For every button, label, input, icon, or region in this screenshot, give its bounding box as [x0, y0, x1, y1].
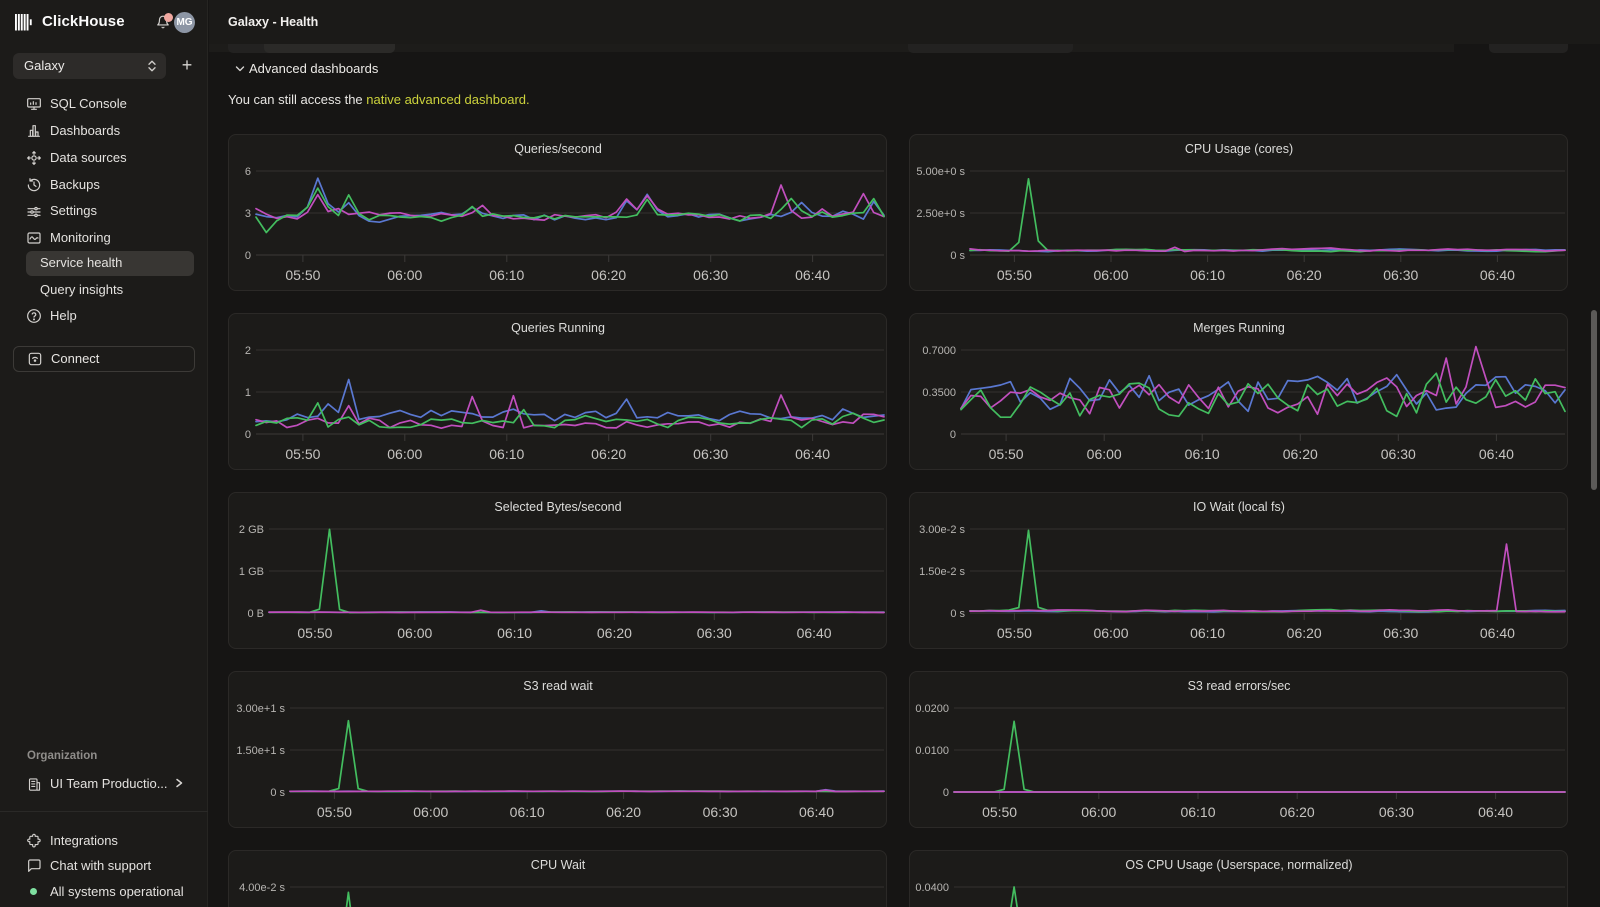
- svg-text:OS CPU Usage (Userspace, norma: OS CPU Usage (Userspace, normalized): [1125, 858, 1352, 872]
- svg-text:06:40: 06:40: [1478, 804, 1513, 820]
- svg-text:2.50e+0 s: 2.50e+0 s: [916, 208, 965, 220]
- svg-text:05:50: 05:50: [317, 804, 352, 820]
- svg-text:06:30: 06:30: [1383, 267, 1418, 283]
- svg-text:06:30: 06:30: [697, 625, 732, 641]
- svg-text:06:20: 06:20: [606, 804, 641, 820]
- svg-text:Queries/second: Queries/second: [514, 142, 602, 156]
- svg-text:06:20: 06:20: [591, 267, 626, 283]
- svg-text:1 GB: 1 GB: [239, 566, 264, 578]
- svg-text:06:00: 06:00: [1087, 446, 1122, 462]
- svg-text:06:10: 06:10: [1190, 625, 1225, 641]
- svg-text:06:10: 06:10: [1185, 446, 1220, 462]
- svg-text:05:50: 05:50: [989, 446, 1024, 462]
- svg-text:2: 2: [245, 345, 251, 357]
- svg-text:06:20: 06:20: [591, 446, 626, 462]
- svg-text:0 B: 0 B: [247, 608, 264, 620]
- svg-text:06:10: 06:10: [1190, 267, 1225, 283]
- svg-text:06:20: 06:20: [597, 625, 632, 641]
- svg-text:06:40: 06:40: [795, 446, 830, 462]
- svg-text:4.00e-2 s: 4.00e-2 s: [239, 882, 285, 894]
- svg-text:2 GB: 2 GB: [239, 524, 264, 536]
- svg-text:0.0100: 0.0100: [915, 745, 949, 757]
- svg-text:06:10: 06:10: [1180, 804, 1215, 820]
- svg-text:0: 0: [245, 250, 251, 262]
- svg-text:1.50e-2 s: 1.50e-2 s: [919, 566, 965, 578]
- svg-text:06:40: 06:40: [1480, 625, 1515, 641]
- svg-text:06:20: 06:20: [1280, 804, 1315, 820]
- svg-text:0.0200: 0.0200: [915, 703, 949, 715]
- svg-text:0.0400: 0.0400: [915, 882, 949, 894]
- svg-text:06:10: 06:10: [489, 446, 524, 462]
- svg-text:06:00: 06:00: [1093, 267, 1128, 283]
- svg-text:06:10: 06:10: [510, 804, 545, 820]
- svg-text:06:10: 06:10: [489, 267, 524, 283]
- svg-text:0: 0: [245, 429, 251, 441]
- svg-text:05:50: 05:50: [982, 804, 1017, 820]
- svg-text:5.00e+0 s: 5.00e+0 s: [916, 166, 965, 178]
- svg-text:06:20: 06:20: [1287, 267, 1322, 283]
- svg-text:06:40: 06:40: [795, 267, 830, 283]
- svg-text:06:20: 06:20: [1287, 625, 1322, 641]
- svg-text:Queries Running: Queries Running: [511, 321, 605, 335]
- svg-text:05:50: 05:50: [997, 267, 1032, 283]
- svg-text:S3 read wait: S3 read wait: [523, 679, 593, 693]
- svg-text:06:40: 06:40: [1480, 267, 1515, 283]
- svg-text:0 s: 0 s: [950, 250, 965, 262]
- svg-text:06:40: 06:40: [797, 625, 832, 641]
- svg-text:06:30: 06:30: [693, 446, 728, 462]
- svg-text:06:40: 06:40: [799, 804, 834, 820]
- svg-text:Selected Bytes/second: Selected Bytes/second: [494, 500, 621, 514]
- svg-text:IO Wait (local fs): IO Wait (local fs): [1193, 500, 1285, 514]
- svg-text:3.00e-2 s: 3.00e-2 s: [919, 524, 965, 536]
- svg-text:06:30: 06:30: [1381, 446, 1416, 462]
- svg-text:S3 read errors/sec: S3 read errors/sec: [1188, 679, 1291, 693]
- svg-text:06:00: 06:00: [413, 804, 448, 820]
- svg-text:06:30: 06:30: [1379, 804, 1414, 820]
- svg-text:0.7000: 0.7000: [922, 345, 956, 357]
- svg-text:0: 0: [943, 787, 949, 799]
- svg-text:1: 1: [245, 387, 251, 399]
- svg-text:06:00: 06:00: [397, 625, 432, 641]
- svg-text:05:50: 05:50: [285, 267, 320, 283]
- svg-text:06:10: 06:10: [497, 625, 532, 641]
- svg-text:06:20: 06:20: [1283, 446, 1318, 462]
- svg-text:0 s: 0 s: [950, 608, 965, 620]
- svg-text:06:00: 06:00: [1093, 625, 1128, 641]
- svg-text:3: 3: [245, 208, 251, 220]
- svg-text:3.00e+1 s: 3.00e+1 s: [236, 703, 285, 715]
- svg-text:CPU Wait: CPU Wait: [531, 858, 586, 872]
- svg-text:0: 0: [950, 429, 956, 441]
- svg-text:06:00: 06:00: [387, 446, 422, 462]
- svg-text:06:30: 06:30: [693, 267, 728, 283]
- svg-text:06:00: 06:00: [387, 267, 422, 283]
- svg-text:05:50: 05:50: [297, 625, 332, 641]
- svg-text:06:30: 06:30: [1383, 625, 1418, 641]
- svg-text:6: 6: [245, 166, 251, 178]
- svg-text:CPU Usage (cores): CPU Usage (cores): [1185, 142, 1293, 156]
- svg-text:06:00: 06:00: [1081, 804, 1116, 820]
- svg-text:05:50: 05:50: [997, 625, 1032, 641]
- svg-text:0 s: 0 s: [270, 787, 285, 799]
- svg-text:1.50e+1 s: 1.50e+1 s: [236, 745, 285, 757]
- svg-text:05:50: 05:50: [285, 446, 320, 462]
- svg-text:Merges Running: Merges Running: [1193, 321, 1285, 335]
- svg-text:06:40: 06:40: [1479, 446, 1514, 462]
- svg-text:06:30: 06:30: [703, 804, 738, 820]
- svg-text:0.3500: 0.3500: [922, 387, 956, 399]
